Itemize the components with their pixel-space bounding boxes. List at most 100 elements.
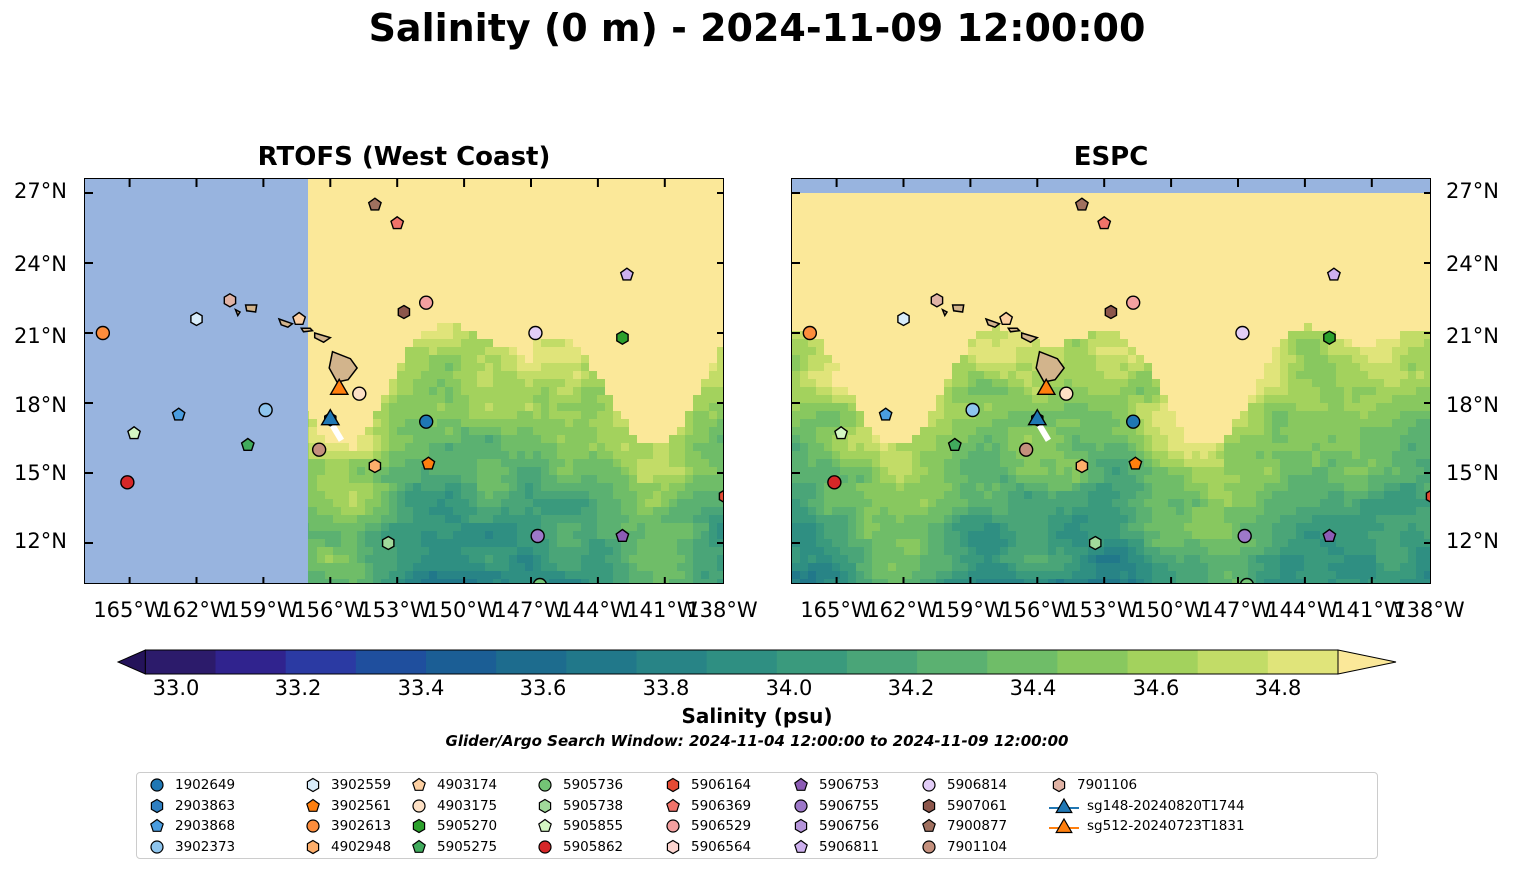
float-marker[interactable] bbox=[965, 402, 980, 418]
legend-item: 5906369 bbox=[663, 796, 751, 816]
float-marker[interactable] bbox=[1235, 325, 1250, 341]
float-marker[interactable] bbox=[1323, 330, 1336, 346]
glider-marker[interactable] bbox=[1027, 408, 1048, 426]
lon-tick-label: 150°W bbox=[426, 598, 498, 622]
float-marker[interactable] bbox=[1239, 577, 1254, 585]
legend-swatch bbox=[794, 818, 808, 834]
float-marker[interactable] bbox=[1125, 414, 1141, 429]
float-marker[interactable] bbox=[367, 197, 382, 211]
legend-item: 7900877 bbox=[919, 816, 1007, 836]
colorbar-segment bbox=[496, 650, 567, 674]
float-marker[interactable] bbox=[532, 577, 547, 585]
colorbar-tick-label: 33.4 bbox=[397, 676, 445, 700]
float-marker[interactable] bbox=[834, 425, 849, 440]
legend-swatch bbox=[922, 778, 936, 792]
float-marker[interactable] bbox=[1059, 386, 1074, 401]
glider-marker[interactable] bbox=[320, 408, 341, 426]
float-marker[interactable] bbox=[397, 304, 411, 320]
float-marker[interactable] bbox=[258, 402, 273, 418]
glider-marker[interactable] bbox=[329, 377, 350, 396]
float-marker[interactable] bbox=[878, 407, 893, 421]
float-marker[interactable] bbox=[1104, 304, 1118, 320]
colorbar bbox=[116, 649, 1397, 675]
map-panel-rtofs[interactable] bbox=[84, 178, 724, 584]
float-marker[interactable] bbox=[897, 311, 910, 327]
float-marker[interactable] bbox=[930, 292, 944, 308]
axis-ticks bbox=[792, 179, 1430, 583]
float-marker[interactable] bbox=[802, 325, 818, 341]
float-marker[interactable] bbox=[1128, 456, 1143, 470]
panel-title-rtofs: RTOFS (West Coast) bbox=[257, 142, 551, 172]
float-marker[interactable] bbox=[418, 295, 434, 310]
axis-ticks bbox=[85, 179, 723, 583]
float-marker[interactable] bbox=[240, 437, 255, 451]
float-marker[interactable] bbox=[1425, 490, 1431, 503]
glider-marker[interactable] bbox=[1036, 377, 1057, 396]
lon-tick-label: 153°W bbox=[1066, 598, 1138, 622]
legend-swatch bbox=[922, 839, 936, 854]
float-marker[interactable] bbox=[1075, 458, 1089, 474]
legend-label: 5905275 bbox=[437, 838, 498, 855]
float-marker[interactable] bbox=[718, 490, 724, 503]
legend-swatch bbox=[538, 778, 552, 792]
float-marker[interactable] bbox=[368, 458, 382, 474]
legend-swatch bbox=[306, 777, 320, 793]
map-panel-espc[interactable] bbox=[791, 178, 1431, 584]
legend-label: 1902649 bbox=[175, 777, 236, 793]
lat-tick-label: 27°N bbox=[14, 179, 67, 203]
float-marker[interactable] bbox=[947, 437, 962, 451]
legend-item: 7901104 bbox=[919, 837, 1007, 857]
float-marker[interactable] bbox=[171, 407, 186, 421]
float-marker[interactable] bbox=[615, 528, 630, 542]
float-marker[interactable] bbox=[528, 325, 543, 341]
float-marker[interactable] bbox=[619, 267, 634, 281]
lat-tick-label: 12°N bbox=[1446, 529, 1499, 553]
legend-label: 4903174 bbox=[437, 777, 498, 793]
legend-swatch bbox=[412, 818, 426, 834]
float-marker[interactable] bbox=[1088, 535, 1102, 551]
legend-label: 3902613 bbox=[331, 818, 392, 834]
legend-swatch bbox=[922, 818, 936, 832]
float-marker[interactable] bbox=[352, 386, 367, 401]
float-marker[interactable] bbox=[1322, 528, 1337, 542]
legend-item: 5906753 bbox=[791, 775, 879, 795]
float-marker[interactable] bbox=[127, 425, 142, 440]
float-marker[interactable] bbox=[616, 330, 629, 346]
legend-item: 5906755 bbox=[791, 796, 879, 816]
float-marker[interactable] bbox=[190, 311, 203, 327]
float-marker[interactable] bbox=[530, 528, 545, 544]
float-marker[interactable] bbox=[418, 414, 434, 429]
legend-label: 4903175 bbox=[437, 797, 498, 814]
float-marker[interactable] bbox=[95, 325, 111, 341]
float-marker[interactable] bbox=[1237, 528, 1252, 544]
legend-label: 3902559 bbox=[331, 777, 392, 793]
float-marker[interactable] bbox=[223, 292, 237, 308]
float-marker[interactable] bbox=[120, 475, 135, 490]
colorbar-tick-label: 34.0 bbox=[765, 676, 813, 700]
lon-tick-label: 150°W bbox=[1133, 598, 1205, 622]
legend-item: 4903175 bbox=[409, 796, 497, 816]
legend-item: 7901106 bbox=[1049, 775, 1137, 795]
float-marker[interactable] bbox=[1074, 197, 1089, 211]
float-marker[interactable] bbox=[1125, 295, 1141, 310]
float-marker[interactable] bbox=[999, 311, 1014, 326]
legend-item: 3902613 bbox=[303, 816, 391, 836]
float-marker[interactable] bbox=[1326, 267, 1341, 281]
float-marker[interactable] bbox=[827, 475, 842, 490]
lon-tick-label: 162°W bbox=[866, 598, 938, 622]
legend-swatch bbox=[150, 778, 164, 792]
legend-label: 5906814 bbox=[947, 777, 1008, 793]
lon-tick-label: 141°W bbox=[1333, 598, 1405, 622]
float-marker[interactable] bbox=[381, 535, 395, 551]
float-marker[interactable] bbox=[1097, 215, 1112, 230]
float-marker[interactable] bbox=[390, 215, 405, 230]
legend-label: 2903868 bbox=[175, 818, 236, 834]
legend-label: 5906756 bbox=[819, 818, 880, 834]
float-marker[interactable] bbox=[1018, 442, 1034, 457]
float-marker[interactable] bbox=[421, 456, 436, 470]
float-marker[interactable] bbox=[311, 442, 327, 457]
legend-swatch bbox=[150, 798, 164, 813]
colorbar-segment bbox=[425, 650, 497, 674]
legend-swatch bbox=[794, 839, 808, 853]
float-marker[interactable] bbox=[292, 311, 307, 326]
